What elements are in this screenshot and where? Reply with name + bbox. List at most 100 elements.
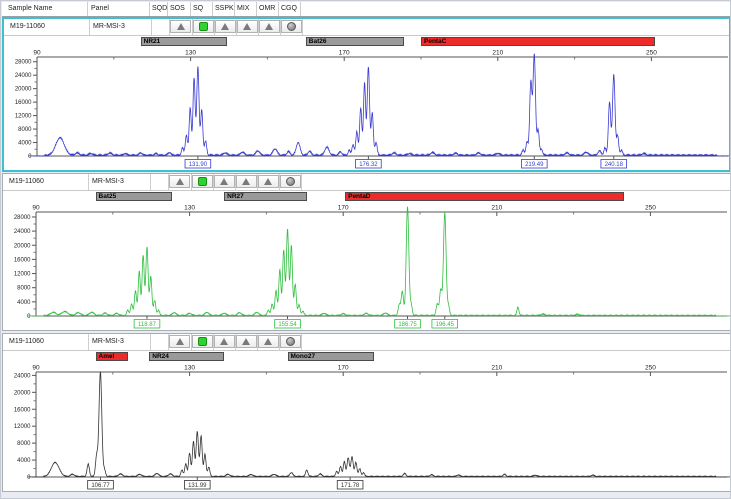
- triangle-icon: [242, 338, 250, 345]
- flag-sos-button[interactable]: [170, 20, 191, 33]
- column-header-sq[interactable]: SQ: [193, 5, 204, 12]
- peak-size-label[interactable]: 106.77: [87, 480, 114, 490]
- svg-text:0: 0: [28, 154, 32, 160]
- sample-name: M19-11060: [10, 23, 45, 30]
- flag-sq-button[interactable]: [191, 175, 213, 188]
- triangle-icon: [220, 338, 228, 345]
- column-separator: [149, 2, 150, 16]
- sample-row[interactable]: M19-11060 MR-MSI-3: [3, 334, 730, 351]
- circle-icon: [286, 22, 296, 31]
- svg-text:170: 170: [338, 205, 349, 212]
- column-separator: [168, 174, 169, 190]
- sample-block[interactable]: M19-11060 MR-MSI-3 NR21 Bat26 PentaC 90 130 170…: [2, 17, 730, 172]
- electropherogram-plot[interactable]: NR21 Bat26 PentaC 90 130 170 210 250 0 4000 8000 12…: [4, 36, 729, 170]
- column-separator: [87, 2, 88, 16]
- svg-text:4000: 4000: [17, 300, 31, 306]
- sample-block[interactable]: M19-11060 MR-MSI-3 Bat25 NR27 PentaD 90 130 170…: [2, 173, 730, 331]
- sample-name: M19-11060: [9, 338, 44, 345]
- flag-omr-button[interactable]: [257, 175, 279, 188]
- column-separator: [302, 19, 303, 35]
- flag-mix-button[interactable]: [235, 335, 257, 348]
- flag-cgq-button[interactable]: [279, 335, 301, 348]
- flag-sspk-button[interactable]: [213, 175, 235, 188]
- column-separator: [169, 19, 170, 35]
- svg-text:186.75: 186.75: [398, 322, 417, 328]
- column-separator: [151, 19, 152, 35]
- svg-text:12000: 12000: [14, 424, 31, 430]
- flag-sos-button[interactable]: [169, 175, 190, 188]
- green-square-icon: [198, 22, 208, 31]
- column-separator: [167, 2, 168, 16]
- sample-row[interactable]: M19-11060 MR-MSI-3: [4, 19, 729, 36]
- signal-trace: [27, 206, 730, 317]
- column-separator: [301, 174, 302, 190]
- column-header-panel[interactable]: Panel: [91, 5, 109, 12]
- svg-text:250: 250: [645, 365, 656, 372]
- peak-size-label[interactable]: 240.18: [600, 159, 628, 169]
- svg-text:155.54: 155.54: [278, 322, 297, 328]
- svg-text:219.49: 219.49: [525, 162, 544, 168]
- circle-icon: [285, 177, 295, 186]
- electropherogram-plot[interactable]: Bat25 NR27 PentaD 90 130 170 210 250 0 4000 8000 12…: [3, 191, 730, 330]
- peak-size-label[interactable]: 171.78: [336, 480, 364, 490]
- signal-trace: [28, 53, 729, 157]
- triangle-icon: [264, 338, 272, 345]
- flag-sspk-button[interactable]: [213, 335, 235, 348]
- svg-text:131.90: 131.90: [189, 162, 208, 168]
- green-square-icon: [197, 337, 207, 346]
- panel-name: MR-MSI-3: [92, 338, 124, 345]
- triangle-icon: [176, 23, 185, 30]
- peak-size-label[interactable]: 118.87: [133, 319, 161, 329]
- peak-size-label[interactable]: 131.90: [184, 159, 212, 169]
- triangle-icon: [243, 23, 251, 30]
- svg-text:28000: 28000: [15, 60, 32, 66]
- svg-text:24000: 24000: [15, 73, 32, 79]
- electropherogram-plot[interactable]: Amel NR24 Mono27 90 130 170 210 250 0 4000 8000 120…: [3, 351, 730, 491]
- column-header-sos[interactable]: SOS: [170, 5, 185, 12]
- flag-omr-button[interactable]: [258, 20, 280, 33]
- flag-sspk-button[interactable]: [214, 20, 236, 33]
- svg-text:8000: 8000: [17, 441, 31, 447]
- flag-sos-button[interactable]: [169, 335, 190, 348]
- sample-row[interactable]: M19-11060 MR-MSI-3: [3, 174, 730, 191]
- column-header-omr[interactable]: OMR: [259, 5, 276, 12]
- trace-canvas: 90 130 170 210 250 0 4000 8000 12000 16000 20000 24…: [15, 50, 729, 169]
- peak-size-label[interactable]: 155.54: [274, 319, 301, 329]
- column-header-sqd[interactable]: SQD: [152, 5, 168, 12]
- marker-bar-nr27: NR27: [224, 192, 307, 201]
- svg-text:28000: 28000: [14, 215, 31, 221]
- panel-name: MR-MSI-3: [93, 23, 125, 30]
- svg-text:0: 0: [27, 314, 31, 320]
- column-header-mix[interactable]: MIX: [237, 5, 250, 12]
- column-header-sample-name[interactable]: Sample Name: [8, 5, 53, 12]
- column-separator: [278, 2, 279, 16]
- peak-size-label[interactable]: 131.99: [184, 480, 211, 490]
- flag-mix-button[interactable]: [235, 175, 257, 188]
- peak-size-label[interactable]: 219.49: [521, 159, 548, 169]
- flag-mix-button[interactable]: [236, 20, 258, 33]
- flag-cgq-button[interactable]: [279, 175, 301, 188]
- triangle-icon: [242, 178, 250, 185]
- column-separator: [88, 334, 89, 350]
- svg-text:130: 130: [184, 205, 195, 212]
- svg-text:170: 170: [339, 50, 350, 57]
- svg-text:20000: 20000: [14, 243, 31, 249]
- flag-omr-button[interactable]: [257, 335, 279, 348]
- svg-text:16000: 16000: [14, 407, 31, 413]
- flag-sq-button[interactable]: [192, 20, 214, 33]
- peak-size-label[interactable]: 186.75: [394, 319, 421, 329]
- trace-canvas: 90 130 170 210 250 0 4000 8000 12000 16000 20000 24…: [14, 205, 730, 329]
- peak-size-label[interactable]: 196.45: [431, 319, 459, 329]
- sample-block[interactable]: M19-11060 MR-MSI-3 Amel NR24 Mono27 90 130 170 2…: [2, 333, 730, 492]
- column-header-cgq[interactable]: CGQ: [281, 5, 297, 12]
- flag-cgq-button[interactable]: [280, 20, 302, 33]
- svg-text:4000: 4000: [18, 141, 32, 147]
- flag-sq-button[interactable]: [191, 335, 213, 348]
- svg-text:106.77: 106.77: [91, 483, 110, 489]
- svg-text:131.99: 131.99: [188, 483, 207, 489]
- column-header-sspk[interactable]: SSPK: [215, 5, 234, 12]
- peak-size-label[interactable]: 176.32: [355, 159, 382, 169]
- svg-text:24000: 24000: [14, 373, 31, 379]
- column-separator: [212, 2, 213, 16]
- column-separator: [190, 2, 191, 16]
